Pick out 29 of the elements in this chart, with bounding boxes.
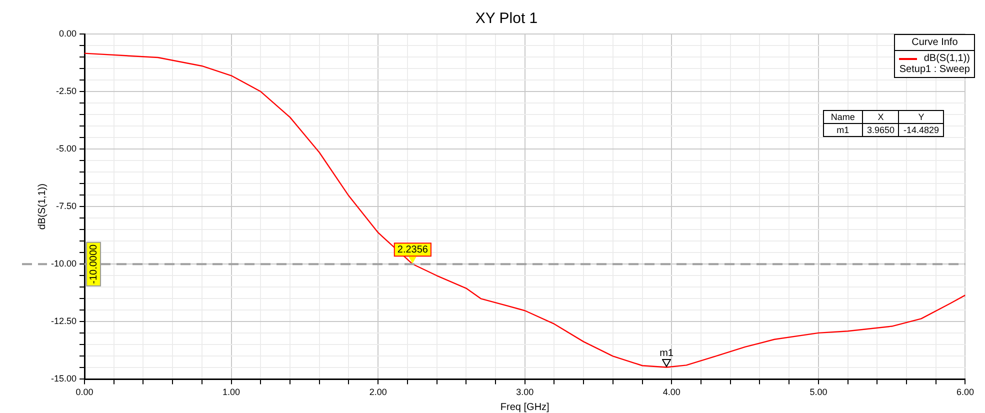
x-tick-label: 3.00: [516, 387, 534, 398]
x-tick-label: 2.00: [369, 387, 387, 398]
annotation: m1: [660, 348, 674, 360]
annotation: 2.2356: [397, 244, 428, 256]
chart-title: XY Plot 1: [475, 10, 538, 28]
legend-title: Curve Info: [895, 35, 974, 51]
x-axis-title: Freq [GHz]: [500, 402, 550, 413]
annotation: -14.4829: [898, 124, 944, 136]
legend-label: dB(S(1,1)): [924, 53, 970, 64]
ref-line-label: -10.0000: [88, 244, 100, 284]
y-tick-label: 0.00: [58, 28, 77, 38]
x-tick-label: 0.00: [76, 387, 94, 398]
annotation: Name: [823, 110, 862, 124]
y-tick-label: -12.50: [50, 316, 77, 326]
y-tick-label: -7.50: [56, 201, 77, 212]
x-tick-label: 6.00: [956, 387, 974, 398]
x-tick-label: 1.00: [222, 387, 240, 398]
annotation: m1: [823, 124, 862, 136]
annotation: Y: [898, 110, 944, 124]
y-tick-label: -5.00: [56, 144, 77, 154]
y-tick-label: -10.00: [50, 258, 77, 269]
y-tick-label: -15.00: [50, 374, 77, 384]
annotation: 3.9650: [862, 124, 899, 136]
annotation: Setup1 : Sweep: [899, 64, 970, 75]
y-tick-label: -2.50: [56, 86, 77, 96]
annotation: X: [862, 110, 899, 124]
x-tick-label: 4.00: [662, 387, 680, 398]
y-axis-title: dB(S(1,1)): [36, 184, 48, 230]
x-tick-label: 5.00: [810, 387, 828, 398]
